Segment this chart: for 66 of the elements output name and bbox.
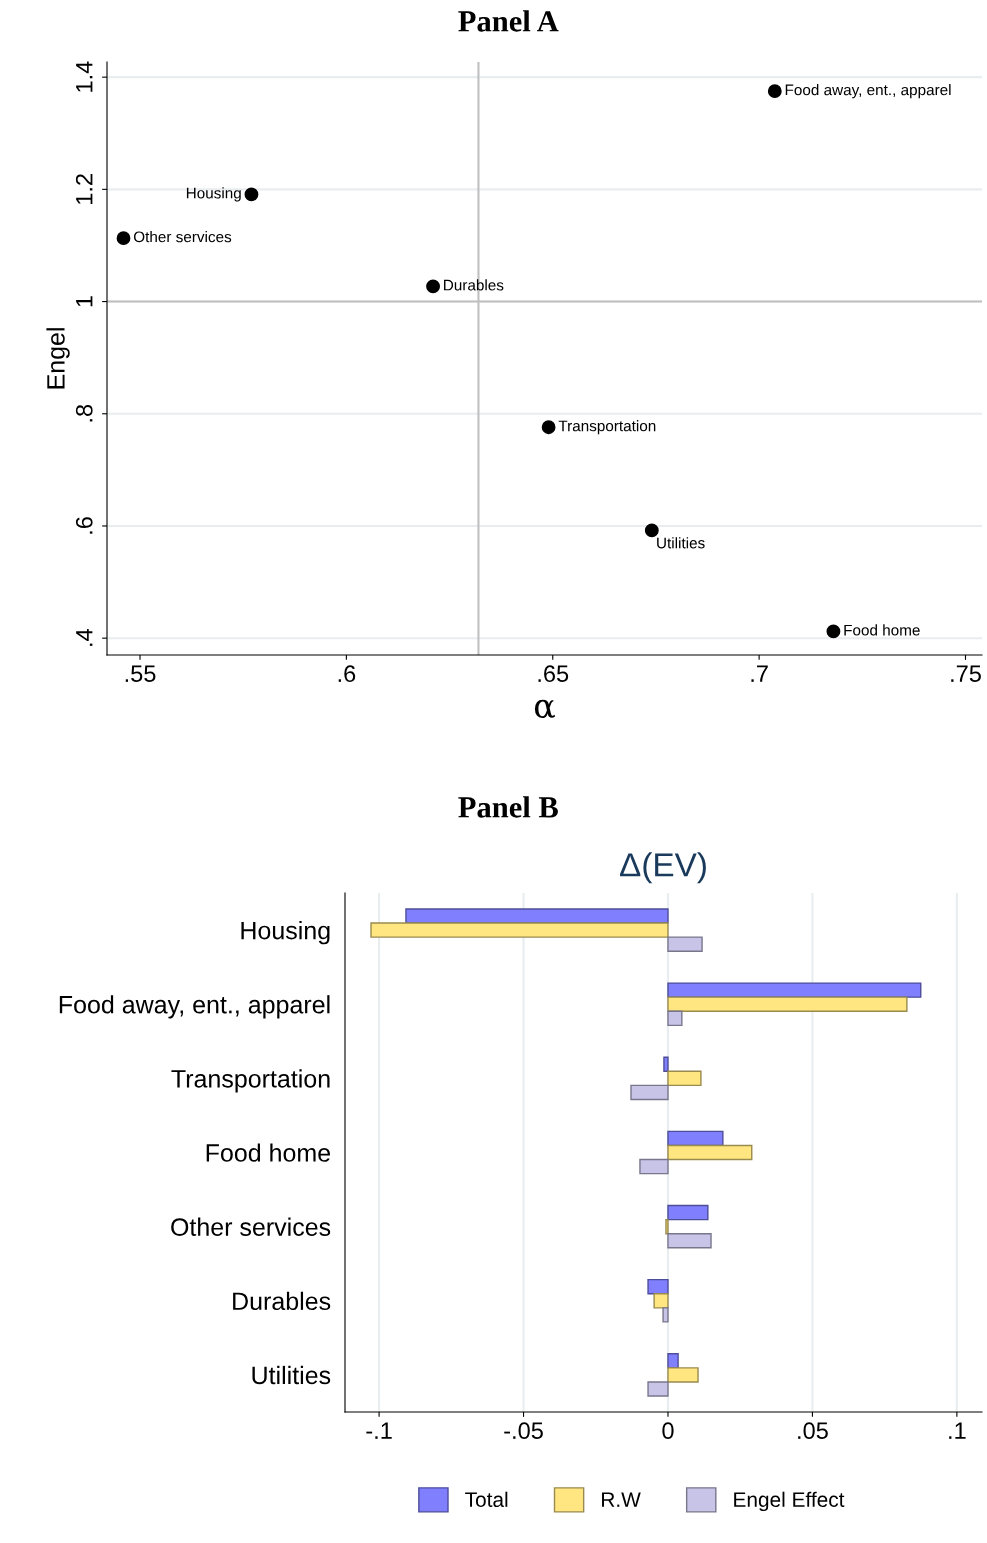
y-tick-label: Housing — [241, 921, 330, 945]
y-tick-label: Utilities — [252, 1365, 331, 1385]
y-axis-title: Engel — [46, 328, 70, 389]
chart-title: Panel A — [458, 10, 559, 32]
point — [116, 231, 131, 246]
bar — [370, 922, 669, 938]
annotation: Durables — [444, 279, 504, 291]
bar — [667, 936, 703, 952]
bar — [667, 996, 908, 1012]
bar — [667, 1010, 683, 1027]
bar — [665, 1218, 669, 1235]
bar — [667, 982, 922, 998]
bar — [667, 1144, 753, 1161]
y-tick-label: Durables — [233, 1291, 331, 1311]
y-tick-label: Other services — [171, 1217, 331, 1236]
x-tick-label: -.05 — [504, 1422, 543, 1440]
point — [244, 187, 259, 202]
x-tick-label: .65 — [538, 665, 569, 683]
annotation: Food away, ent., apparel — [785, 84, 951, 99]
bar — [667, 1232, 712, 1249]
y-tick-label: .4 — [76, 629, 93, 646]
bar — [667, 1130, 724, 1147]
bar — [663, 1056, 669, 1073]
bar — [639, 1158, 669, 1175]
y-tick-label: 1.4 — [76, 61, 93, 92]
bar — [662, 1307, 669, 1323]
y-tick-label: 1 — [76, 296, 93, 307]
bar — [647, 1278, 669, 1295]
y-tick-label: .6 — [75, 517, 93, 534]
point — [767, 84, 782, 99]
annotation: Food home — [844, 624, 920, 636]
point — [826, 624, 841, 639]
annotation: Utilities — [657, 537, 705, 549]
point — [644, 523, 659, 538]
y-tick-label: Transportation — [171, 1069, 330, 1093]
x-tick-label: .1 — [949, 1422, 966, 1439]
annotation: Other services — [133, 231, 232, 243]
x-tick-label: .7 — [751, 665, 768, 682]
bar — [405, 908, 669, 924]
point — [426, 279, 440, 294]
chart-subtitle: Δ(EV) — [620, 852, 706, 884]
annotation: Housing — [186, 187, 241, 202]
bar — [667, 1353, 679, 1369]
x-tick-label: .05 — [798, 1422, 828, 1440]
legend-label: R.W — [602, 1492, 641, 1507]
bar — [667, 1070, 702, 1087]
legend-label: Engel Effect — [734, 1491, 845, 1512]
bar — [630, 1084, 669, 1101]
y-tick-label: Food home — [206, 1143, 331, 1162]
y-tick-label: 1.2 — [75, 174, 93, 204]
y-tick-label: .8 — [75, 404, 93, 422]
bar — [653, 1293, 669, 1309]
legend-label: Total — [465, 1491, 508, 1507]
bar — [667, 1204, 709, 1221]
x-axis-title: α — [534, 699, 555, 719]
bar — [667, 1367, 699, 1383]
x-tick-label: 0 — [662, 1422, 674, 1440]
point — [541, 420, 556, 435]
chart-title: Panel B — [458, 796, 558, 818]
bar — [647, 1381, 669, 1397]
y-tick-label: Food away, ent., apparel — [59, 995, 330, 1019]
annotation: Transportation — [558, 420, 656, 435]
x-tick-label: .55 — [125, 665, 156, 683]
x-tick-label: .6 — [338, 665, 356, 683]
x-tick-label: -.1 — [366, 1422, 392, 1439]
x-tick-label: .75 — [951, 665, 981, 683]
